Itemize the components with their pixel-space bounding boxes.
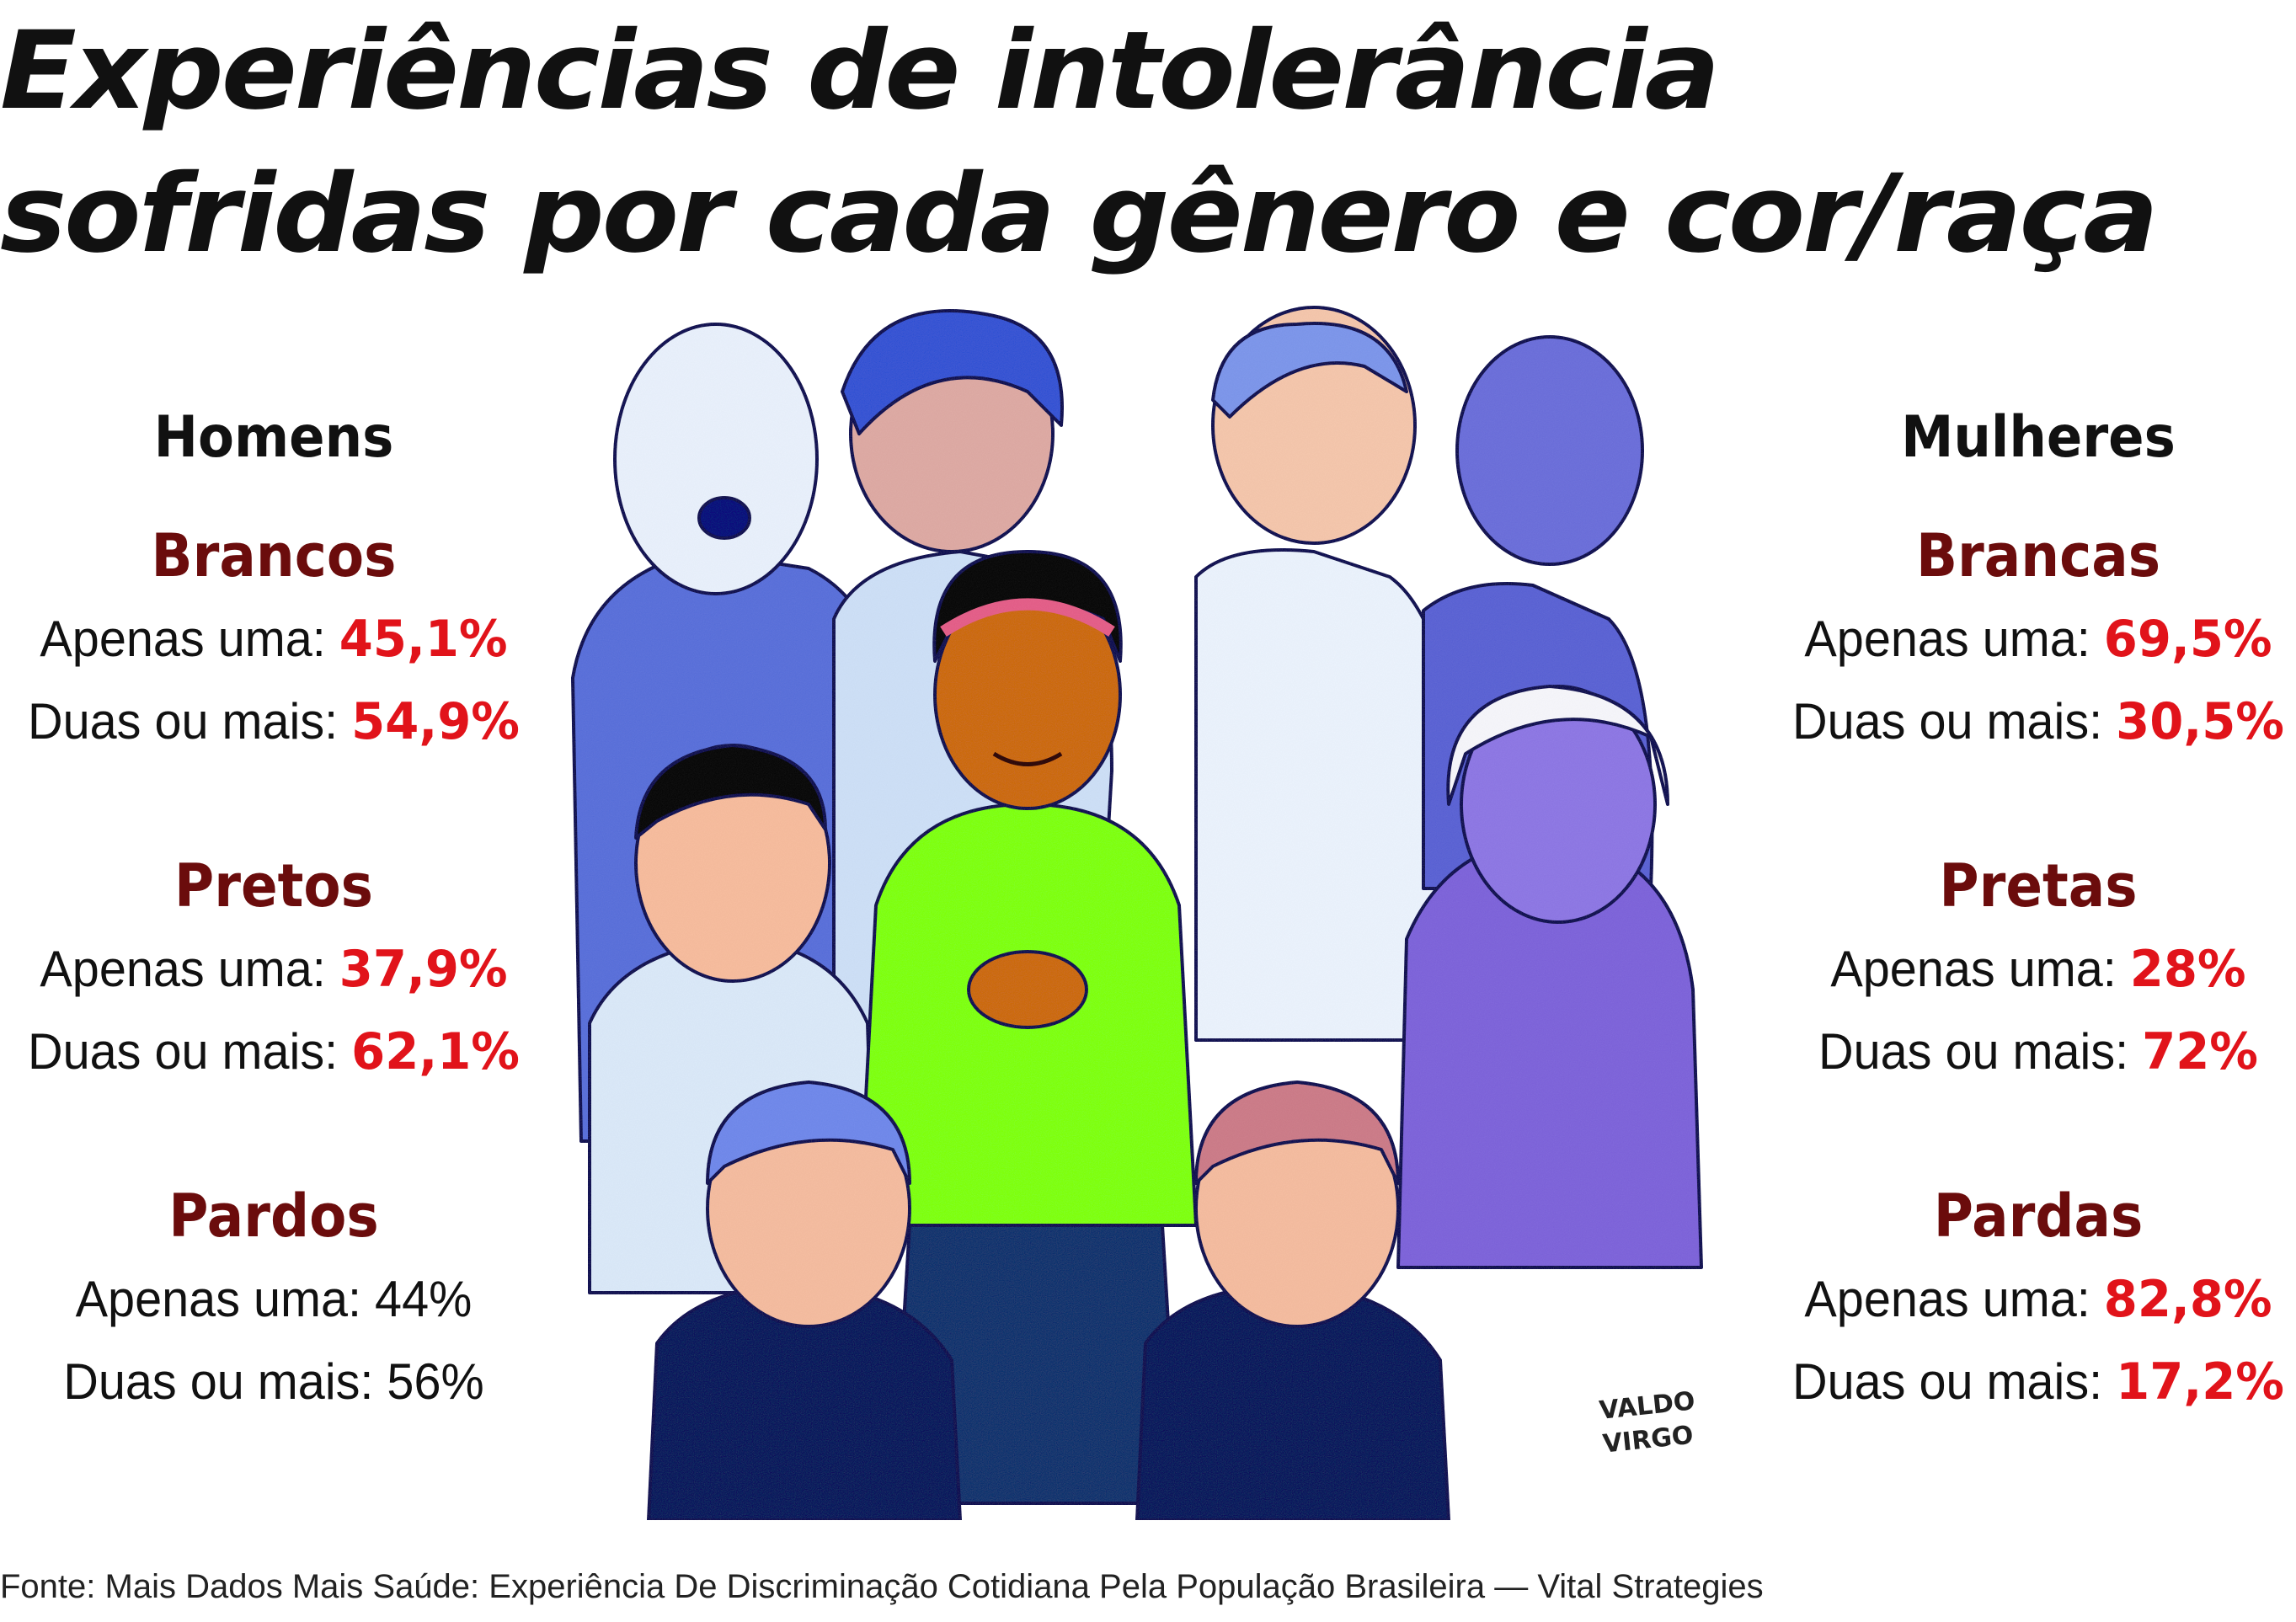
head-bald-man <box>613 323 819 595</box>
signature-line-1: VALDO <box>1598 1386 1696 1426</box>
hair-old-woman <box>1446 685 1669 806</box>
stat-row-one: Apenas uma: 69,5% <box>1775 598 2296 680</box>
stat-row-one: Apenas uma: 37,9% <box>11 928 537 1011</box>
stat-value: 30,5% <box>2116 692 2284 751</box>
stat-label: Duas ou mais: <box>27 1023 339 1080</box>
crowd-illustration: VALDO VIRGO <box>571 306 1703 1520</box>
women-column: Mulheres Brancas Apenas uma: 69,5% Duas … <box>1765 396 2296 1504</box>
group-name: Brancas <box>1915 521 2161 590</box>
stat-value: 44% <box>375 1271 473 1327</box>
infographic-title: Experiências de intolerância sofridas po… <box>0 0 2159 286</box>
mouth-bald-man <box>697 496 751 540</box>
group-name: Pretos <box>174 851 374 920</box>
stat-label: Duas ou mais: <box>1791 693 2103 750</box>
women-group-brancas: Brancas Apenas uma: 69,5% Duas ou mais: … <box>1765 514 2296 763</box>
head-old-man <box>1455 335 1644 566</box>
stat-value: 82,8% <box>2103 1270 2272 1329</box>
women-group-pardas: Pardas Apenas uma: 82,8% Duas ou mais: 1… <box>1765 1174 2296 1423</box>
stat-row-one: Apenas uma: 28% <box>1775 928 2296 1011</box>
stat-row-two: Duas ou mais: 62,1% <box>11 1011 537 1093</box>
stat-label: Duas ou mais: <box>63 1353 374 1410</box>
women-group-pretas: Pretas Apenas uma: 28% Duas ou mais: 72% <box>1765 844 2296 1093</box>
group-name: Pretas <box>1939 851 2138 920</box>
stat-row-one: Apenas uma: 82,8% <box>1775 1258 2296 1341</box>
hair-blue-hair-man <box>841 309 1064 435</box>
stat-label: Duas ou mais: <box>27 693 339 750</box>
stat-label: Apenas uma: <box>1804 1271 2090 1327</box>
stat-label: Apenas uma: <box>1804 611 2090 667</box>
men-heading: Homens <box>153 404 394 471</box>
group-name: Brancos <box>151 521 397 590</box>
stat-value: 45,1% <box>339 610 508 669</box>
men-group-pretos: Pretos Apenas uma: 37,9% Duas ou mais: 6… <box>0 844 547 1093</box>
stat-row-two: Duas ou mais: 54,9% <box>11 680 537 763</box>
hands-center-woman <box>967 950 1088 1029</box>
smile-center-woman <box>992 751 1063 766</box>
stat-value: 56% <box>387 1353 484 1410</box>
stat-row-one: Apenas uma: 44% <box>11 1258 537 1341</box>
signature-line-2: VIRGO <box>1601 1421 1695 1459</box>
stat-value: 17,2% <box>2116 1353 2284 1411</box>
stat-value: 37,9% <box>339 940 508 999</box>
men-group-brancos: Brancos Apenas uma: 45,1% Duas ou mais: … <box>0 514 547 763</box>
stat-row-two: Duas ou mais: 30,5% <box>1775 680 2296 763</box>
artist-signature: VALDO VIRGO <box>1598 1386 1696 1459</box>
stat-value: 69,5% <box>2103 610 2272 669</box>
stat-label: Duas ou mais: <box>1791 1353 2103 1410</box>
stat-row-one: Apenas uma: 45,1% <box>11 598 537 680</box>
men-group-pardos: Pardos Apenas uma: 44% Duas ou mais: 56% <box>0 1174 547 1423</box>
group-name: Pardos <box>168 1182 379 1251</box>
women-heading: Mulheres <box>1901 404 2176 471</box>
stat-value: 62,1% <box>351 1022 520 1081</box>
stat-value: 28% <box>2129 940 2246 999</box>
source-note: Fonte: Mais Dados Mais Saúde: Experiênci… <box>0 1568 1764 1605</box>
stat-label: Apenas uma: <box>75 1271 362 1327</box>
stat-row-two: Duas ou mais: 72% <box>1775 1011 2296 1093</box>
title-line-1: Experiências de intolerância <box>0 8 1720 134</box>
stat-value: 72% <box>2142 1022 2259 1081</box>
hair-gray-curly-man <box>1211 322 1408 419</box>
hair-young-man <box>634 744 827 840</box>
stat-row-two: Duas ou mais: 56% <box>11 1341 537 1423</box>
stat-label: Apenas uma: <box>1830 941 2117 997</box>
stat-row-two: Duas ou mais: 17,2% <box>1775 1341 2296 1423</box>
headband-center-woman <box>940 598 1115 637</box>
hair-front-left-man <box>706 1080 911 1185</box>
hair-front-right-man <box>1194 1080 1400 1185</box>
stat-value: 54,9% <box>351 692 520 751</box>
stat-label: Apenas uma: <box>40 611 326 667</box>
group-name: Pardas <box>1933 1182 2144 1251</box>
stat-label: Duas ou mais: <box>1818 1023 2129 1080</box>
stat-label: Apenas uma: <box>40 941 326 997</box>
title-line-2: sofridas por cada gênero e cor/raça <box>0 152 2159 277</box>
men-column: Homens Brancos Apenas uma: 45,1% Duas ou… <box>0 396 547 1504</box>
